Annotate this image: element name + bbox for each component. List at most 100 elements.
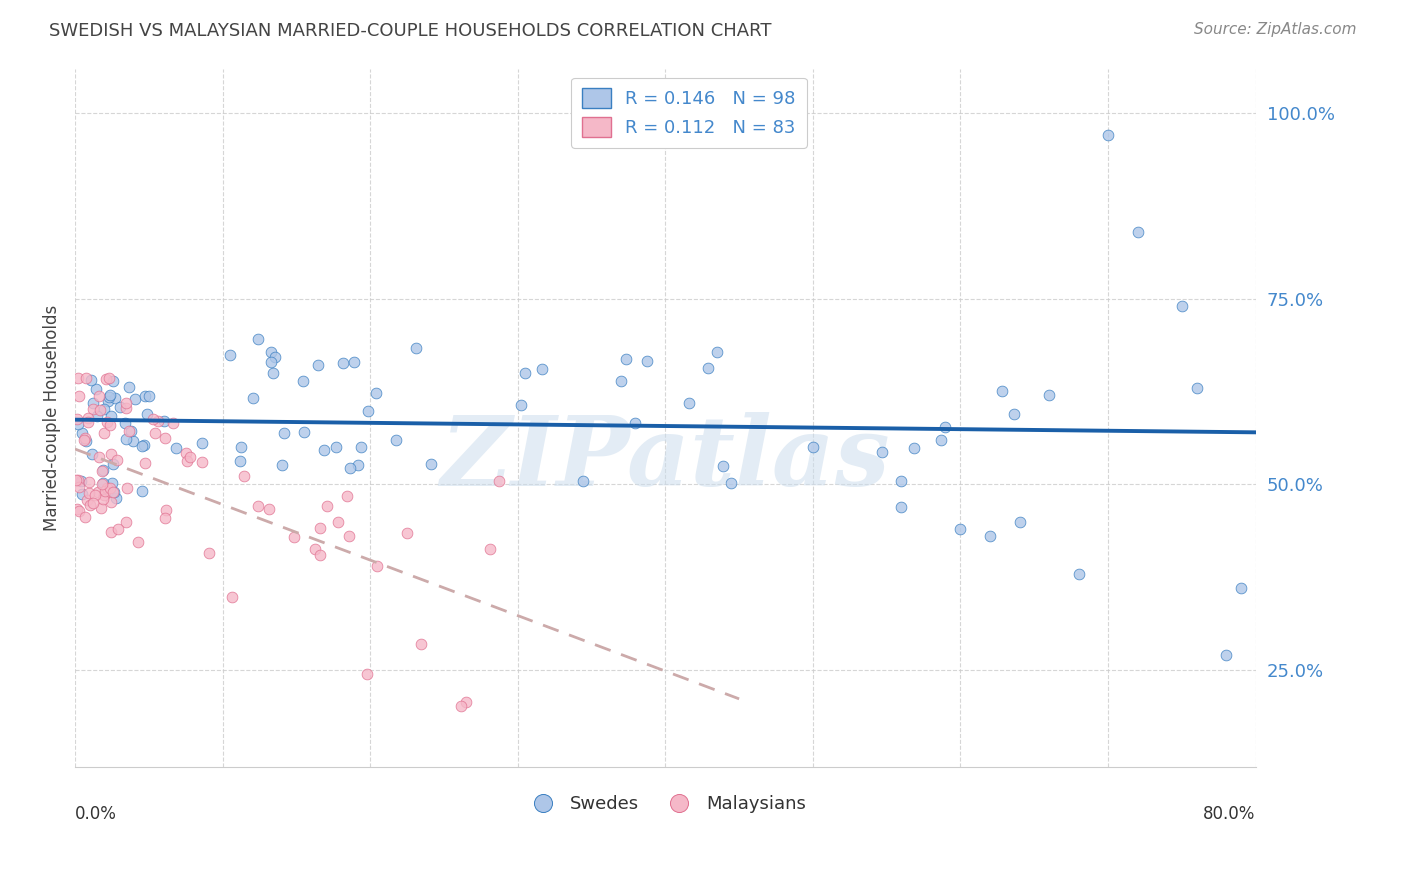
Point [307,358,329,372]
Point [395,525,418,540]
Point [90,501,112,516]
Point [100,447,122,461]
Point [366,559,388,574]
Point [1126,225,1149,239]
Point [890,474,912,488]
Text: ZIPatlas: ZIPatlas [440,412,890,507]
Point [903,441,925,455]
Point [176,453,198,467]
Point [100,495,122,509]
Point [328,515,350,529]
Point [100,409,122,423]
Point [191,455,214,469]
Point [979,529,1001,543]
Point [246,499,269,513]
Point [97,394,120,409]
Point [82,396,104,410]
Point [118,380,141,394]
Point [98,371,121,385]
Point [263,350,285,364]
Point [134,388,156,402]
Point [697,360,720,375]
Point [82,496,104,510]
Point [67,389,90,403]
Point [174,446,197,460]
Point [260,354,283,368]
Point [450,699,472,714]
Point [138,389,160,403]
Point [949,522,972,536]
Point [991,384,1014,399]
Point [1171,299,1194,313]
Point [122,434,145,448]
Point [124,392,146,406]
Point [870,445,893,459]
Point [93,463,115,477]
Point [70,474,93,488]
Point [242,392,264,406]
Point [101,476,124,491]
Point [1008,515,1031,529]
Text: SWEDISH VS MALAYSIAN MARRIED-COUPLE HOUSEHOLDS CORRELATION CHART: SWEDISH VS MALAYSIAN MARRIED-COUPLE HOUS… [49,22,772,40]
Point [335,489,357,503]
Point [315,499,337,513]
Point [165,441,187,455]
Point [98,481,121,495]
Point [231,440,253,454]
Point [142,412,165,426]
Point [134,456,156,470]
Point [801,440,824,454]
Point [488,474,510,488]
Point [67,417,90,431]
Point [70,426,93,441]
Point [929,433,952,447]
Point [1215,648,1237,663]
Point [347,458,370,472]
Point [260,345,283,359]
Point [93,401,115,416]
Point [1230,582,1253,596]
Point [93,488,115,502]
Point [115,481,138,495]
Point [75,371,97,385]
Text: 0.0%: 0.0% [75,805,117,823]
Point [339,461,361,475]
Point [76,411,98,425]
Point [66,502,89,516]
Point [75,434,97,448]
Point [91,464,114,478]
Point [1097,128,1119,143]
Point [678,396,700,410]
Point [221,590,243,604]
Text: Source: ZipAtlas.com: Source: ZipAtlas.com [1194,22,1357,37]
Point [356,403,378,417]
Point [89,403,111,417]
Point [80,373,103,387]
Point [108,401,131,415]
Point [179,450,201,465]
Point [385,433,408,447]
Point [96,481,118,495]
Point [93,426,115,441]
Point [132,438,155,452]
Point [1038,388,1060,402]
Point [131,483,153,498]
Point [77,485,100,500]
Point [155,503,177,517]
Point [890,500,912,514]
Point [456,695,478,709]
Point [105,453,128,467]
Point [720,475,742,490]
Point [76,493,98,508]
Point [77,415,100,429]
Point [98,390,121,404]
Legend: Swedes, Malaysians: Swedes, Malaysians [517,788,813,821]
Point [98,387,121,401]
Point [104,391,127,405]
Point [103,484,125,499]
Point [91,475,114,490]
Point [309,549,332,563]
Point [325,440,347,454]
Point [127,534,149,549]
Point [610,374,633,388]
